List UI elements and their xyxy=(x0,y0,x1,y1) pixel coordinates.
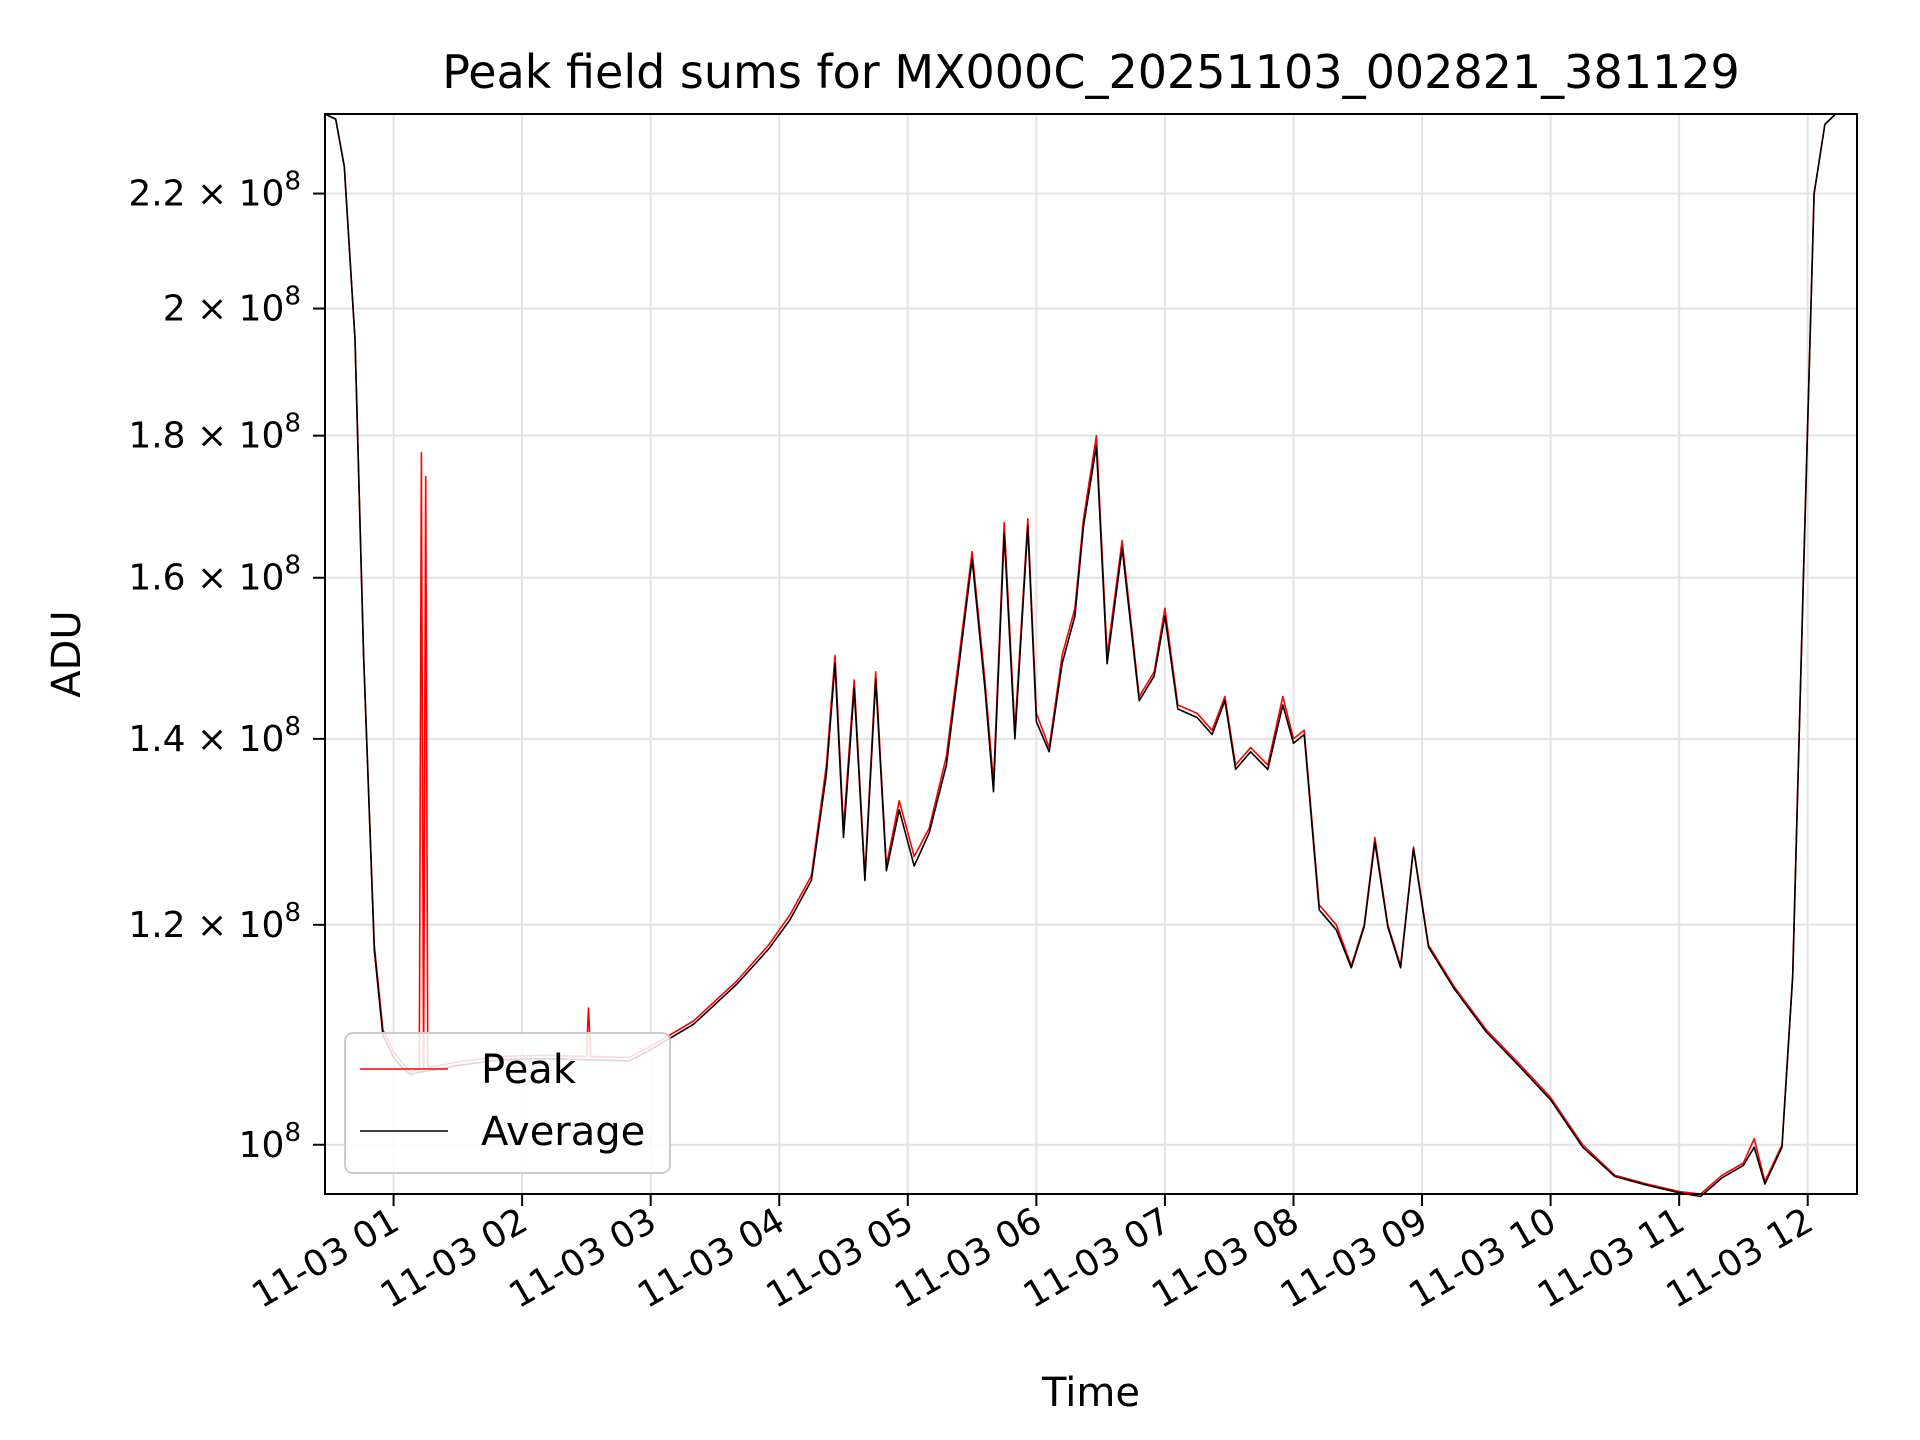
y-axis-ticks: 108 1.2 × 108 1.4 × 108 1.6 × 108 1.8 × 108 2… xyxy=(128,167,325,1166)
x-axis-label: Time xyxy=(1041,1370,1140,1416)
y-tick-label: 1.8 × 108 xyxy=(128,409,301,457)
legend-label-peak: Peak xyxy=(481,1047,577,1093)
y-tick-label: 1.6 × 108 xyxy=(128,551,301,599)
y-tick-label: 2 × 108 xyxy=(163,282,301,330)
y-axis-label: ADU xyxy=(44,610,90,697)
y-tick-label: 1.2 × 108 xyxy=(128,898,301,946)
legend-label-average: Average xyxy=(481,1109,645,1155)
legend-box xyxy=(344,1032,671,1174)
chart-title: Peak field sums for MX000C_20251103_0028… xyxy=(442,45,1740,99)
grid xyxy=(325,114,1857,1194)
plot-frame xyxy=(324,113,1858,1195)
legend: Peak Average xyxy=(344,1032,671,1174)
y-tick-label: 2.2 × 108 xyxy=(128,167,301,215)
y-tick-label: 108 xyxy=(239,1118,301,1166)
y-tick-label: 1.4 × 108 xyxy=(128,712,301,760)
